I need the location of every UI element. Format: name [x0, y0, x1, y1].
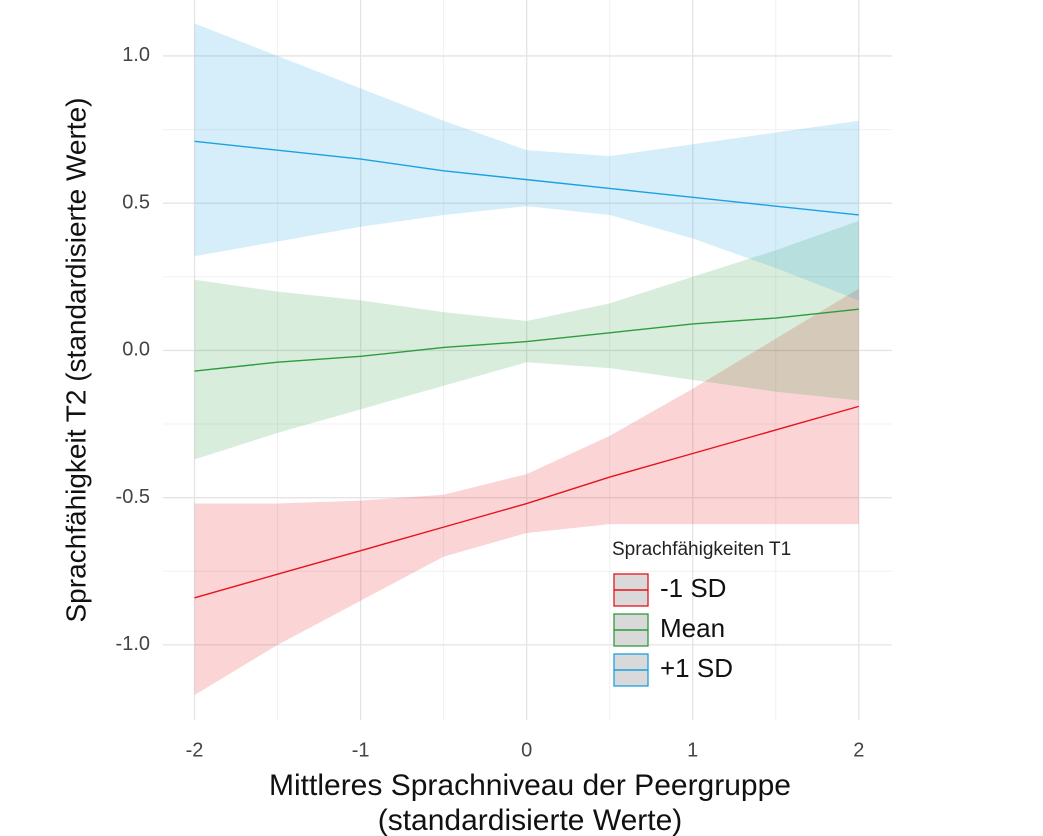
legend: Sprachfähigkeiten T1 -1 SD Mean +1 SD [612, 539, 791, 687]
x-tick-label: 2 [853, 739, 864, 761]
line [194, 140, 859, 216]
y-tick-label: 0.5 [122, 191, 150, 213]
legend-label: +1 SD [660, 653, 733, 683]
y-tick-label: 0.0 [122, 339, 150, 361]
grid [163, 0, 892, 720]
y-tick-label: -1.0 [116, 633, 150, 655]
ribbons [194, 23, 859, 695]
confidence-band [194, 23, 859, 301]
x-tick-label: 0 [521, 739, 532, 761]
y-axis-title: Sprachfähigkeit T2 (standardisierte Wert… [60, 98, 91, 623]
confidence-band [194, 288, 859, 695]
legend-label: Mean [660, 613, 725, 643]
lines [194, 140, 859, 599]
legend-title: Sprachfähigkeiten T1 [612, 539, 791, 560]
legend-label: -1 SD [660, 573, 726, 603]
x-tick-label: -2 [186, 739, 204, 761]
line [194, 308, 859, 372]
confidence-band [194, 220, 859, 460]
x-tick-label: 1 [687, 739, 698, 761]
x-axis-title: (standardisierte Werte) [378, 804, 683, 836]
x-tick-label: -1 [352, 739, 370, 761]
y-tick-label: 1.0 [122, 44, 150, 66]
x-axis-title: Mittleres Sprachniveau der Peergruppe [269, 769, 791, 802]
y-tick-label: -0.5 [116, 486, 150, 508]
line [194, 405, 859, 599]
